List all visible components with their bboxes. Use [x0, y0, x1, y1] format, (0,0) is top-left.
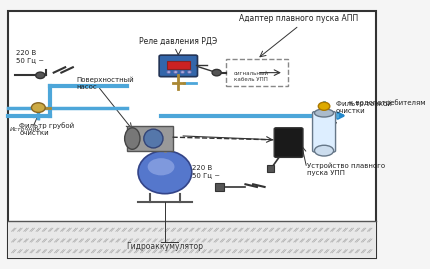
Text: Устройство плавного
пуска УПП: Устройство плавного пуска УПП	[307, 163, 385, 176]
Ellipse shape	[147, 158, 175, 175]
Text: сигнальный
кабель УПП: сигнальный кабель УПП	[234, 71, 269, 82]
Text: Адаптер плавного пуска АПП: Адаптер плавного пуска АПП	[240, 14, 359, 23]
Circle shape	[174, 71, 178, 73]
Text: 220 В
50 Гц ~: 220 В 50 Гц ~	[192, 165, 220, 178]
FancyBboxPatch shape	[159, 55, 197, 77]
FancyBboxPatch shape	[8, 11, 376, 258]
Ellipse shape	[314, 109, 334, 117]
Circle shape	[31, 103, 45, 112]
Bar	[126, 126, 172, 151]
Ellipse shape	[144, 129, 163, 148]
FancyBboxPatch shape	[274, 128, 303, 157]
Bar	[167, 61, 190, 69]
Text: Поверхностный
насос: Поверхностный насос	[77, 77, 134, 90]
Circle shape	[36, 72, 45, 79]
Text: 220 В
50 Гц ~: 220 В 50 Гц ~	[16, 50, 44, 63]
Circle shape	[167, 71, 171, 73]
Bar	[8, 221, 376, 258]
FancyBboxPatch shape	[313, 112, 335, 152]
Circle shape	[181, 71, 184, 73]
Text: Гидроаккумулятор: Гидроаккумулятор	[126, 242, 203, 251]
Text: Фильтр тонкой
очистки: Фильтр тонкой очистки	[335, 101, 391, 114]
Text: Реле давления РДЭ: Реле давления РДЭ	[139, 37, 218, 46]
Bar	[215, 183, 224, 191]
Circle shape	[212, 69, 221, 76]
Ellipse shape	[314, 145, 334, 156]
Circle shape	[318, 102, 330, 110]
Text: Фильтр грубой
очистки: Фильтр грубой очистки	[19, 122, 74, 136]
Ellipse shape	[125, 128, 140, 149]
Text: к водопотребителям: к водопотребителям	[349, 99, 425, 106]
Text: Источник: Источник	[9, 127, 41, 132]
Ellipse shape	[138, 151, 192, 194]
Bar	[267, 165, 274, 172]
Circle shape	[187, 71, 191, 73]
